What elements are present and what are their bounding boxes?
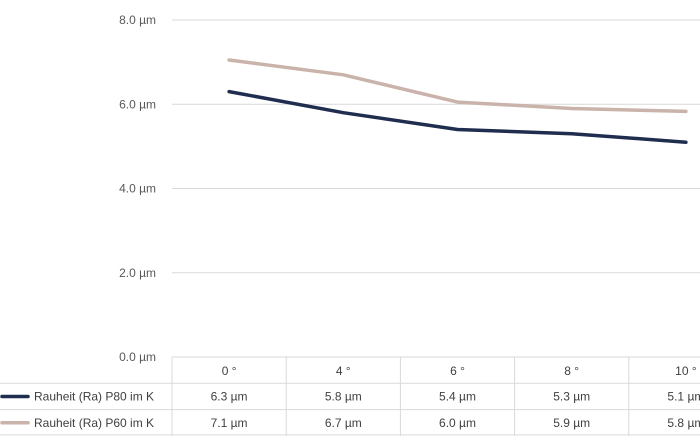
y-tick-label: 6.0 µm [119,97,156,111]
grid-layer [172,19,700,358]
table-value: 6.0 µm [439,416,476,430]
series-line [227,89,688,144]
data-table: 0 ° 4 ° 6 ° 8 ° 10 ° Rauheit (Ra) P80 im K 6.3… [0,357,700,436]
series-layer [227,58,688,144]
x-category-label: 6 ° [450,364,465,378]
table-value: 6.3 µm [211,389,248,403]
series-line [227,58,688,114]
y-tick-label: 8.0 µm [119,13,156,27]
table-value: 5.9 µm [553,416,590,430]
y-tick-label: 0.0 µm [119,350,156,364]
legend-entry: Rauheit (Ra) P60 im K [34,416,154,430]
table-value: 7.1 µm [211,416,248,430]
x-category-label: 4 ° [336,364,351,378]
table-value: 5.8 µm [667,416,700,430]
x-category-label: 10 ° [675,364,697,378]
table-value: 5.4 µm [439,389,476,403]
y-tick-label: 4.0 µm [119,182,156,196]
y-tick-label: 2.0 µm [119,266,156,280]
x-category-label: 8 ° [564,364,579,378]
table-value: 5.3 µm [553,389,590,403]
table-value: 5.1 µm [667,389,700,403]
y-axis-ticks: 0.0 µm 2.0 µm 4.0 µm 6.0 µm 8.0 µm [119,13,156,364]
legend-entry: Rauheit (Ra) P80 im K [34,389,154,403]
table-value: 5.8 µm [325,389,362,403]
x-category-label: 0 ° [222,364,237,378]
table-value: 6.7 µm [325,416,362,430]
